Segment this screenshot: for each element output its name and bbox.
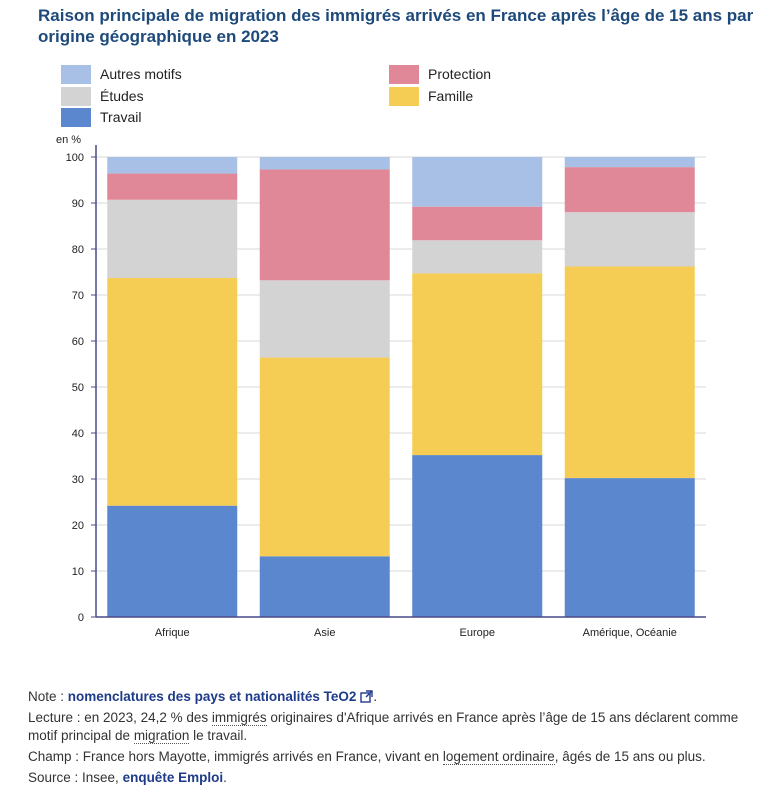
y-tick-label-30: 30 (72, 474, 84, 486)
bar-asie-etudes[interactable] (259, 280, 390, 358)
y-tick-label-90: 90 (72, 198, 84, 210)
bar-afrique-autres-motifs[interactable] (107, 157, 238, 174)
axes: 0 10 20 30 40 50 60 70 80 90 100 Afrique Asie Europe A… (66, 145, 706, 639)
legend-swatch-protection (389, 64, 419, 84)
champ-prefix: Champ : France hors Mayotte, immigrés ar… (28, 749, 443, 764)
stacked-bar-chart: 0 10 20 30 40 50 60 70 80 90 100 Afrique Asie Europe A… (56, 134, 706, 639)
y-tick-label-100: 100 (66, 152, 84, 164)
glossary-term-migration[interactable]: migration (133, 728, 190, 744)
lecture-suffix: le travail. (189, 728, 248, 743)
x-tick-label-europe: Europe (460, 627, 495, 639)
y-tick-label-80: 80 (72, 244, 84, 256)
note-prefix: Note : (28, 689, 68, 704)
source-link[interactable]: enquête Emploi (122, 770, 224, 785)
legend-swatch-etudes (61, 86, 91, 106)
bar-europe-etudes[interactable] (412, 240, 543, 274)
bar-afrique-famille[interactable] (107, 277, 238, 506)
legend-label-famille: Famille (428, 88, 474, 104)
external-link-icon[interactable] (360, 690, 374, 703)
bar-afrique-protection[interactable] (107, 173, 238, 200)
bar-europe-protection[interactable] (412, 206, 543, 241)
note-line: Note : nomenclatures des pays et nationa… (28, 688, 748, 706)
x-tick-label-asie: Asie (314, 627, 335, 639)
bar-asie-travail[interactable] (259, 556, 390, 617)
note-link[interactable]: nomenclatures des pays et nationalités T… (67, 689, 357, 704)
legend-item-protection[interactable]: Protection (389, 64, 491, 84)
lecture-middle: originaires d'Afrique arrivés en France … (28, 710, 739, 743)
x-tick-label-am-rique-oc-anie: Amérique, Océanie (583, 627, 677, 639)
legend-swatch-famille (389, 86, 419, 106)
legend-item-travail[interactable]: Travail (61, 107, 142, 127)
bars (107, 157, 695, 617)
lecture-line: Lecture : en 2023, 24,2 % des immigrés o… (28, 709, 748, 745)
legend-label-travail: Travail (100, 109, 142, 125)
bar-afrique-etudes[interactable] (107, 199, 238, 278)
glossary-term-logement-ordinaire[interactable]: logement ordinaire (442, 749, 555, 765)
y-tick-label-10: 10 (72, 566, 84, 578)
bar-am-rique-oc-anie-protection[interactable] (564, 167, 695, 213)
bar-am-rique-oc-anie-travail[interactable] (564, 478, 695, 617)
source-line: Source : Insee, enquête Emploi. (28, 769, 748, 787)
bar-asie-protection[interactable] (259, 169, 390, 281)
bar-afrique-travail[interactable] (107, 505, 238, 617)
legend-item-autres-motifs[interactable]: Autres motifs (61, 64, 182, 84)
source-prefix: Source : Insee, (28, 770, 123, 785)
bar-am-rique-oc-anie-etudes[interactable] (564, 212, 695, 267)
legend-item-etudes[interactable]: Études (61, 86, 144, 106)
source-suffix: . (223, 770, 227, 785)
x-tick-label-afrique: Afrique (155, 627, 190, 639)
legend-swatch-autres-motifs (61, 64, 91, 84)
y-tick-label-40: 40 (72, 428, 84, 440)
bar-europe-autres-motifs[interactable] (412, 157, 543, 207)
y-tick-label-50: 50 (72, 382, 84, 394)
legend-label-protection: Protection (428, 66, 492, 82)
bar-asie-autres-motifs[interactable] (259, 157, 390, 170)
legend-item-famille[interactable]: Famille (389, 86, 473, 106)
chart-title: Raison principale de migration des immig… (38, 6, 754, 46)
y-tick-label-70: 70 (72, 290, 84, 302)
legend-label-autres-motifs: Autres motifs (100, 66, 182, 82)
y-axis-unit-label: en % (56, 134, 81, 146)
bar-am-rique-oc-anie-famille[interactable] (564, 266, 695, 479)
glossary-term-immigres[interactable]: immigrés (211, 710, 267, 726)
y-tick-label-20: 20 (72, 520, 84, 532)
bar-europe-famille[interactable] (412, 273, 543, 456)
champ-suffix: , âgés de 15 ans ou plus. (554, 749, 706, 764)
bar-am-rique-oc-anie-autres-motifs[interactable] (564, 157, 695, 168)
note-suffix: . (373, 689, 378, 704)
legend-swatch-travail (61, 107, 91, 127)
y-tick-label-0: 0 (78, 612, 84, 624)
lecture-prefix: Lecture : en 2023, 24,2 % des (28, 710, 212, 725)
bar-asie-famille[interactable] (259, 357, 390, 557)
legend-label-etudes: Études (100, 88, 144, 104)
bar-europe-travail[interactable] (412, 455, 543, 617)
y-tick-label-60: 60 (72, 336, 84, 348)
chart-notes: Note : nomenclatures des pays et nationa… (28, 688, 748, 790)
champ-line: Champ : France hors Mayotte, immigrés ar… (28, 748, 748, 766)
